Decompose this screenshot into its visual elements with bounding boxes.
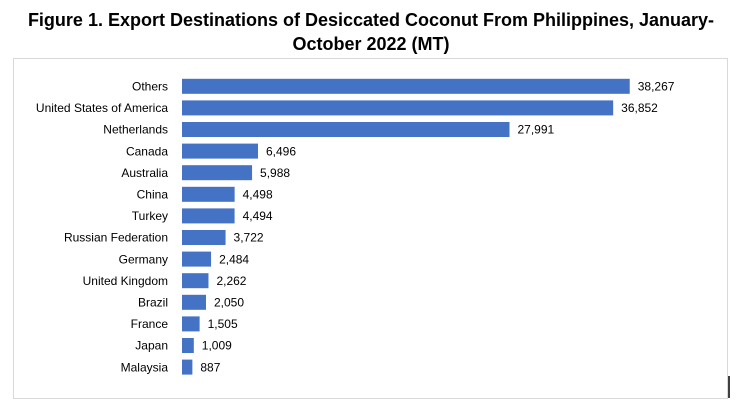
y-tick-label: France	[131, 317, 169, 331]
bar	[182, 208, 235, 224]
bar	[182, 165, 253, 181]
value-label: 36,852	[621, 101, 658, 115]
y-tick-label: Japan	[135, 339, 168, 353]
y-tick-label: Brazil	[138, 295, 168, 309]
y-tick-label: Turkey	[132, 209, 168, 223]
bar	[182, 78, 630, 94]
value-label: 3,722	[234, 231, 264, 245]
y-tick-label: Russian Federation	[64, 231, 168, 245]
y-tick-label: Others	[132, 79, 168, 93]
bar	[182, 294, 206, 310]
y-tick-label: United Kingdom	[83, 274, 168, 288]
y-tick-label: Netherlands	[103, 123, 168, 137]
value-label: 2,050	[214, 295, 244, 309]
bar	[182, 316, 200, 332]
value-label: 38,267	[638, 79, 675, 93]
y-tick-label: Germany	[119, 252, 168, 266]
value-label: 1,505	[208, 317, 238, 331]
bar	[182, 122, 510, 137]
value-label: 27,991	[517, 123, 554, 137]
bar	[182, 186, 235, 202]
value-label: 4,498	[243, 187, 273, 201]
bar	[182, 100, 614, 116]
bar	[182, 338, 194, 353]
y-tick-label: Canada	[126, 144, 168, 158]
bar	[182, 143, 259, 159]
bar	[182, 359, 193, 375]
value-label: 1,009	[202, 339, 232, 353]
y-tick-label: Australia	[121, 166, 168, 180]
value-label: 2,484	[219, 252, 249, 266]
y-tick-label: Malaysia	[121, 360, 169, 374]
value-label: 2,262	[216, 274, 246, 288]
y-tick-label: United States of America	[36, 101, 168, 115]
chart-title: Figure 1. Export Destinations of Desicca…	[27, 10, 715, 54]
value-label: 887	[200, 360, 220, 374]
value-label: 6,496	[266, 144, 296, 158]
value-label: 4,494	[243, 209, 273, 223]
bar	[182, 251, 212, 267]
y-tick-label: China	[137, 187, 169, 201]
bar	[182, 273, 209, 289]
chart-frame	[13, 58, 728, 399]
bar	[182, 230, 226, 245]
value-label: 5,988	[260, 166, 290, 180]
